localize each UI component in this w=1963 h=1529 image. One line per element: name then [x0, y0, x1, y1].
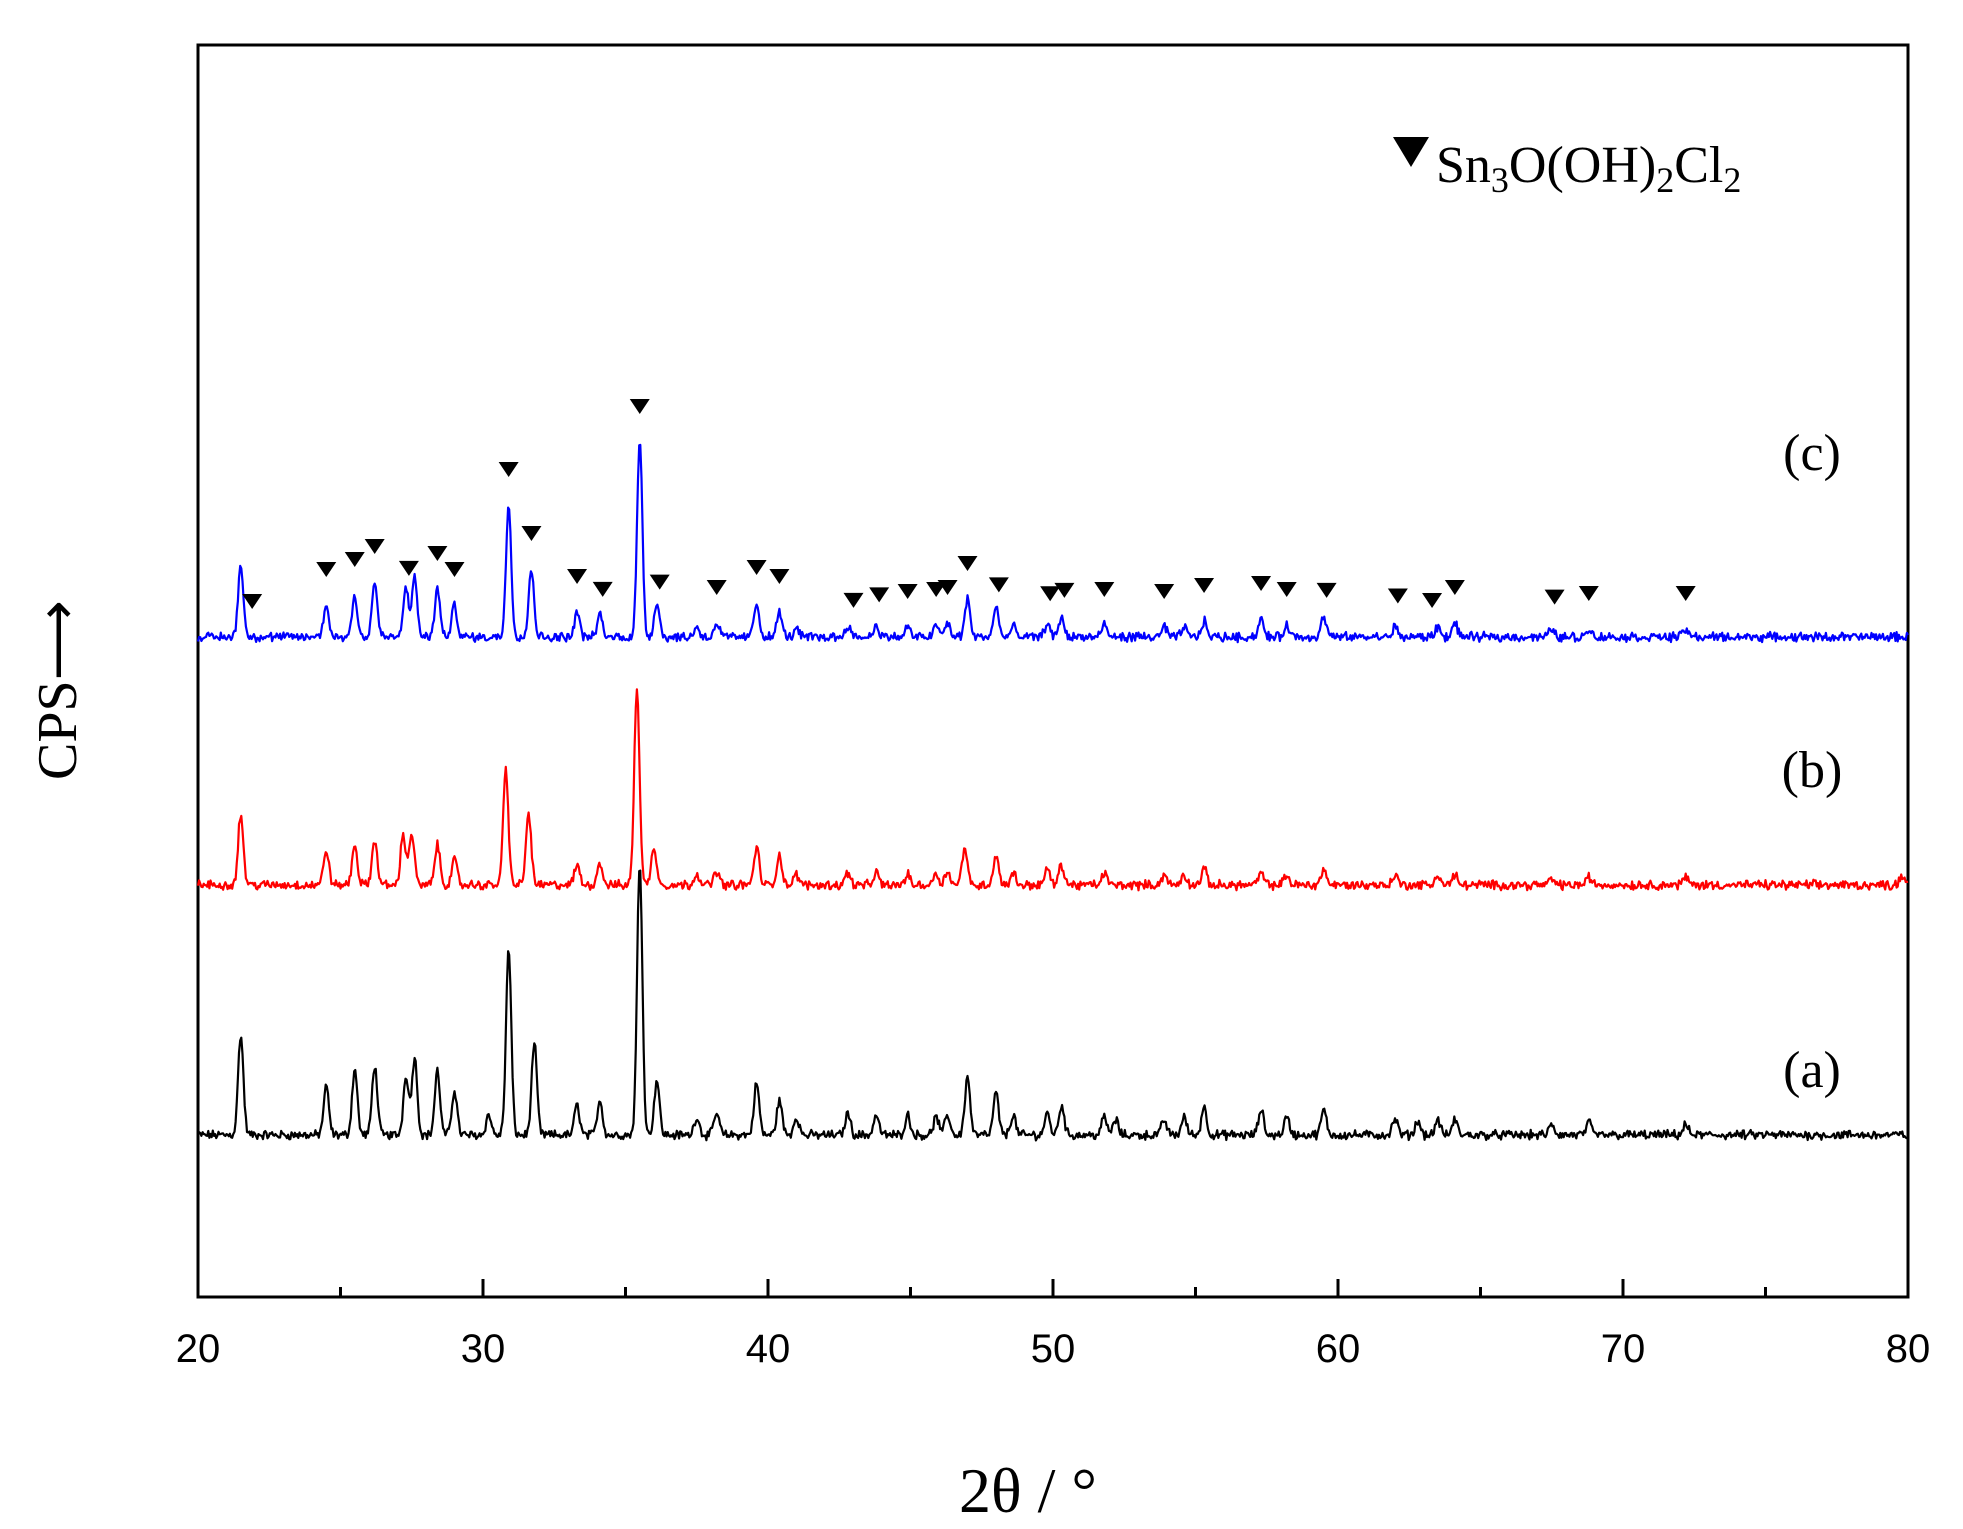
- phase-marker-icon: [1194, 578, 1215, 593]
- phase-marker-icon: [344, 552, 365, 567]
- phase-marker-icon: [769, 569, 790, 584]
- phase-marker-icon: [988, 577, 1009, 593]
- phase-marker-icon: [498, 462, 519, 477]
- legend-marker-icon: [1393, 137, 1429, 167]
- phase-marker-icon: [869, 587, 890, 603]
- xrd-trace-a: [196, 869, 1909, 1142]
- phase-marker-icon: [1040, 586, 1061, 602]
- phase-marker-icon: [1276, 582, 1297, 597]
- phase-marker-icon: [1251, 576, 1272, 591]
- phase-marker-icon: [1387, 588, 1408, 604]
- trace-label-a: (a): [1783, 1042, 1841, 1099]
- trace-label-b: (b): [1782, 742, 1843, 799]
- phase-marker-icon: [649, 574, 670, 590]
- xrd-trace-b: [196, 688, 1909, 892]
- x-axis-title: 2θ / °: [959, 1455, 1097, 1526]
- legend: Sn3O(OH)2Cl2: [1393, 137, 1741, 200]
- x-tick-label: 60: [1316, 1327, 1361, 1371]
- phase-marker-icon: [746, 560, 767, 575]
- phase-markers: [242, 399, 1696, 609]
- phase-marker-icon: [1444, 580, 1465, 595]
- phase-marker-icon: [1316, 582, 1337, 598]
- phase-marker-icon: [926, 581, 947, 597]
- phase-marker-icon: [1094, 582, 1115, 597]
- phase-marker-icon: [364, 539, 385, 554]
- x-tick-label: 70: [1601, 1327, 1646, 1371]
- x-axis-tick-labels: 20 30 40 50 60 70 80: [176, 1327, 1931, 1371]
- phase-marker-icon: [706, 580, 727, 595]
- phase-marker-icon: [316, 562, 337, 577]
- phase-marker-icon: [444, 562, 465, 577]
- x-axis-ticks: [196, 1279, 1910, 1297]
- phase-marker-icon: [567, 569, 588, 584]
- phase-marker-icon: [843, 592, 864, 608]
- xrd-traces: [196, 443, 1909, 1142]
- phase-marker-icon: [937, 579, 958, 595]
- phase-marker-icon: [1422, 593, 1443, 609]
- phase-marker-icon: [629, 399, 650, 414]
- x-tick-label: 50: [1031, 1327, 1076, 1371]
- x-tick-label: 80: [1886, 1327, 1931, 1371]
- phase-marker-icon: [521, 526, 542, 541]
- trace-labels: (a) (b) (c): [1782, 425, 1843, 1099]
- phase-marker-icon: [1544, 589, 1565, 605]
- y-axis-title: CPS⟶: [27, 600, 89, 780]
- x-tick-label: 40: [746, 1327, 791, 1371]
- x-tick-label: 20: [176, 1327, 221, 1371]
- phase-marker-icon: [897, 584, 918, 599]
- phase-marker-icon: [1054, 582, 1075, 598]
- xrd-trace-c: [196, 443, 1909, 644]
- phase-marker-icon: [427, 546, 448, 561]
- plot-frame: [196, 43, 1910, 1299]
- phase-marker-icon: [957, 556, 978, 571]
- phase-marker-icon: [592, 581, 613, 597]
- phase-marker-icon: [1675, 586, 1696, 601]
- phase-marker-icon: [1578, 586, 1599, 601]
- legend-label: Sn3O(OH)2Cl2: [1436, 137, 1741, 200]
- x-tick-label: 30: [461, 1327, 506, 1371]
- phase-marker-icon: [242, 593, 263, 609]
- phase-marker-icon: [398, 560, 419, 576]
- phase-marker-icon: [1154, 584, 1175, 599]
- trace-label-c: (c): [1783, 425, 1841, 482]
